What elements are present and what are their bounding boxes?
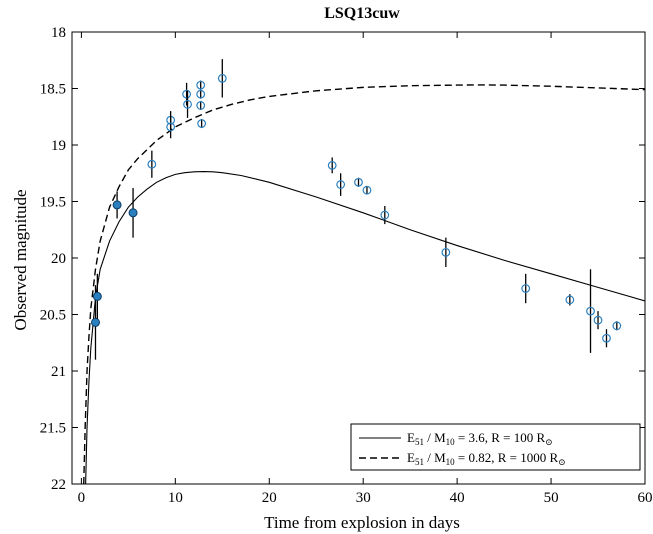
data-point-filled [128, 208, 138, 218]
chart-title: LSQ13cuw [324, 5, 400, 22]
legend-entry-label: E51 / M10 = 3.6, R = 100 R⊙ [407, 430, 553, 447]
model-curve-solid [85, 170, 645, 484]
data-point-open [197, 119, 207, 128]
data-point-open [217, 73, 227, 83]
data-point-open [336, 180, 346, 189]
data-point-open [327, 160, 337, 170]
x-tick-label: 20 [262, 490, 277, 506]
model-curve-dashed [83, 84, 645, 484]
data-point-open [593, 315, 603, 325]
data-point-open [380, 210, 390, 220]
legend-subscript: 10 [446, 457, 456, 467]
x-tick-label: 30 [356, 490, 371, 506]
data-point-open [362, 185, 372, 195]
data-point-open [147, 159, 157, 169]
data-point-open [521, 284, 531, 293]
legend-subscript: 10 [446, 437, 456, 447]
y-tick-label: 22 [51, 477, 66, 493]
data-point-open [166, 122, 176, 132]
y-tick-label: 18.5 [40, 82, 66, 98]
data-point-open [183, 99, 192, 109]
y-tick-label: 19 [51, 138, 66, 154]
x-tick-label: 10 [168, 490, 183, 506]
x-tick-label: 60 [638, 490, 653, 506]
y-axis-label: Observed magnitude [11, 189, 30, 330]
y-tick-label: 21 [51, 364, 66, 380]
y-tick-label: 20.5 [40, 308, 66, 324]
y-tick-label: 20 [51, 251, 66, 267]
legend-text-part: = 0.82, R = 1000 R [455, 450, 559, 465]
data-point-open [354, 177, 363, 187]
data-point-open [196, 89, 206, 99]
legend-text-part: / M [424, 430, 446, 445]
data-point-open [586, 306, 595, 316]
data-point-filled [92, 291, 102, 301]
y-tick-label: 21.5 [40, 421, 66, 437]
data-point-filled [90, 317, 100, 327]
data-point-open [602, 333, 611, 343]
legend-text-part: E [407, 430, 415, 445]
legend-entry-label: E51 / M10 = 0.82, R = 1000 R⊙ [407, 450, 566, 467]
legend-text-part: = 3.6, R = 100 R [455, 430, 546, 445]
legend-subscript: 51 [415, 457, 424, 467]
x-tick-label: 40 [450, 490, 465, 506]
data-point-open [196, 80, 206, 90]
legend-subscript: ⊙ [558, 457, 566, 467]
y-tick-label: 18 [51, 25, 66, 41]
legend-subscript: ⊙ [545, 437, 553, 447]
legend-box [350, 423, 641, 471]
data-point-open [182, 89, 192, 99]
data-point-open [196, 101, 206, 110]
legend-subscript: 51 [415, 437, 424, 447]
x-tick-label: 0 [78, 490, 86, 506]
legend-text-part: / M [424, 450, 446, 465]
data-point-open [441, 247, 451, 257]
y-tick-label: 19.5 [40, 195, 66, 211]
legend: E51 / M10 = 3.6, R = 100 R⊙E51 / M10 = 0… [350, 423, 641, 471]
axes-box [71, 31, 646, 485]
x-axis-label: Time from explosion in days [264, 513, 460, 532]
data-point-open [612, 321, 622, 331]
data-point-filled [112, 200, 122, 210]
legend-text-part: E [407, 450, 415, 465]
data-point-open [565, 295, 575, 305]
x-tick-label: 50 [544, 490, 559, 506]
plot-area: 0 10 20 30 40 50 60 18 18.5 19 19.5 20 20.5 21 21.5 22 [40, 25, 653, 506]
